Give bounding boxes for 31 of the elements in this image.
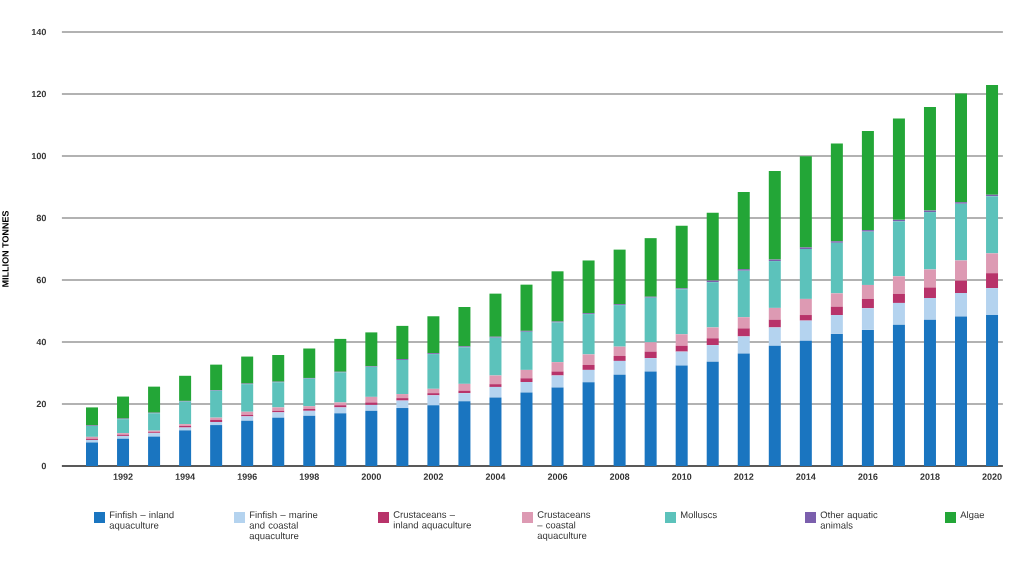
legend-label: Other aquatic animals [820,511,878,529]
x-tick-label: 1998 [299,473,319,480]
legend-label: Finfish – marine and coastal aquaculture [249,511,318,542]
legend-label: Molluscs [680,511,717,519]
y-tick-label: 60 [36,276,46,284]
x-tick-label: 2000 [361,473,381,480]
y-axis-title: MILLION TONNES [2,210,9,287]
legend-label: Algae [960,511,985,521]
x-tick-label: 2014 [796,473,816,480]
x-tick-label: 2012 [734,473,754,480]
y-tick-label: 120 [31,90,46,98]
x-tick-label: 2010 [671,473,692,480]
y-tick-label: 140 [31,28,46,36]
x-tick-label: 2002 [423,473,444,480]
x-tick-label: 1996 [237,473,257,480]
legend-label: Crustaceans – coastal aquaculture [537,511,591,541]
x-tick-label: 1994 [175,473,196,480]
legend-label: Crustaceans – inland aquaculture [393,511,471,531]
legend-label: Finfish – inland aquaculture [109,511,174,531]
y-tick-label: 40 [36,338,46,346]
y-tick-label: 100 [31,152,46,160]
x-tick-label: 2016 [858,473,878,480]
y-tick-label: 80 [36,214,46,222]
x-tick-label: 2006 [547,473,568,480]
x-tick-label: 2020 [982,473,1002,480]
y-tick-label: 0 [41,462,46,470]
x-tick-label: 2018 [920,473,940,480]
y-tick-label: 20 [36,400,46,408]
x-tick-label: 1992 [113,473,133,480]
x-tick-label: 2008 [609,473,630,480]
x-tick-label: 2004 [485,473,506,480]
